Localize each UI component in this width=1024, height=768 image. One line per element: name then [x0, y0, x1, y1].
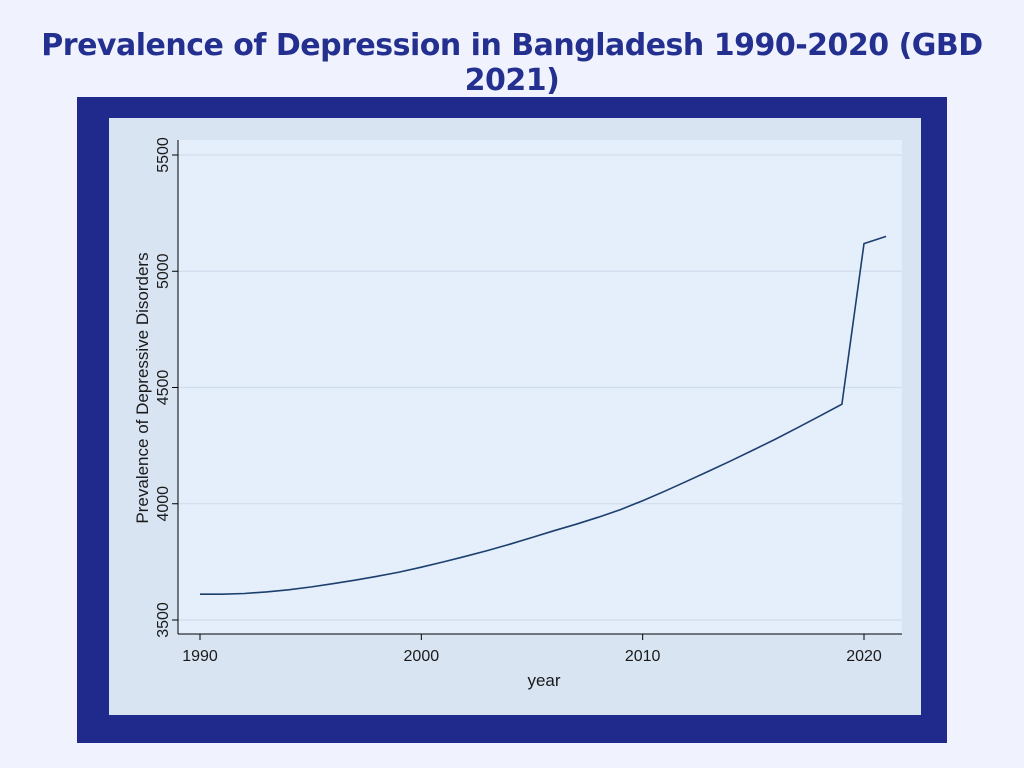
x-tick-label: 2010 [625, 648, 661, 665]
y-tick-label: 5000 [155, 253, 172, 289]
axis-ticks: 3500 4000 4500 5000 5500 1990 2000 2010 2020 [155, 137, 882, 665]
y-axis-title: Prevalence of Depressive Disorders [133, 252, 152, 523]
gridlines [178, 154, 902, 621]
y-tick-label: 3500 [155, 602, 172, 638]
x-tick-label: 2000 [404, 648, 440, 665]
x-tick-label: 2020 [846, 648, 882, 665]
series-line [200, 235, 887, 595]
y-tick-label: 4500 [155, 370, 172, 406]
y-tick-label: 5500 [155, 137, 172, 173]
x-axis-title: year [527, 671, 560, 690]
y-tick-label: 4000 [155, 486, 172, 522]
page-title: Prevalence of Depression in Bangladesh 1… [41, 28, 983, 98]
x-tick-label: 1990 [182, 648, 218, 665]
